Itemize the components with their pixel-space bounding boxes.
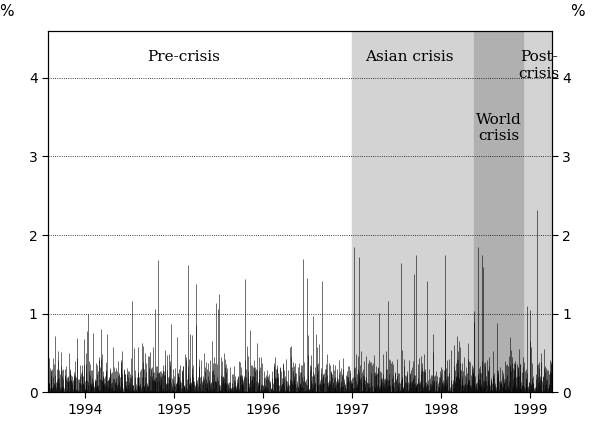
Text: Pre-crisis: Pre-crisis	[146, 51, 220, 65]
Bar	[474, 31, 523, 392]
Text: World
crisis: World crisis	[476, 113, 521, 143]
Bar	[352, 31, 552, 392]
Text: Asian crisis: Asian crisis	[365, 51, 454, 65]
Text: %: %	[569, 4, 584, 20]
Text: %: %	[0, 4, 14, 20]
Text: Post-
crisis: Post- crisis	[518, 51, 559, 81]
